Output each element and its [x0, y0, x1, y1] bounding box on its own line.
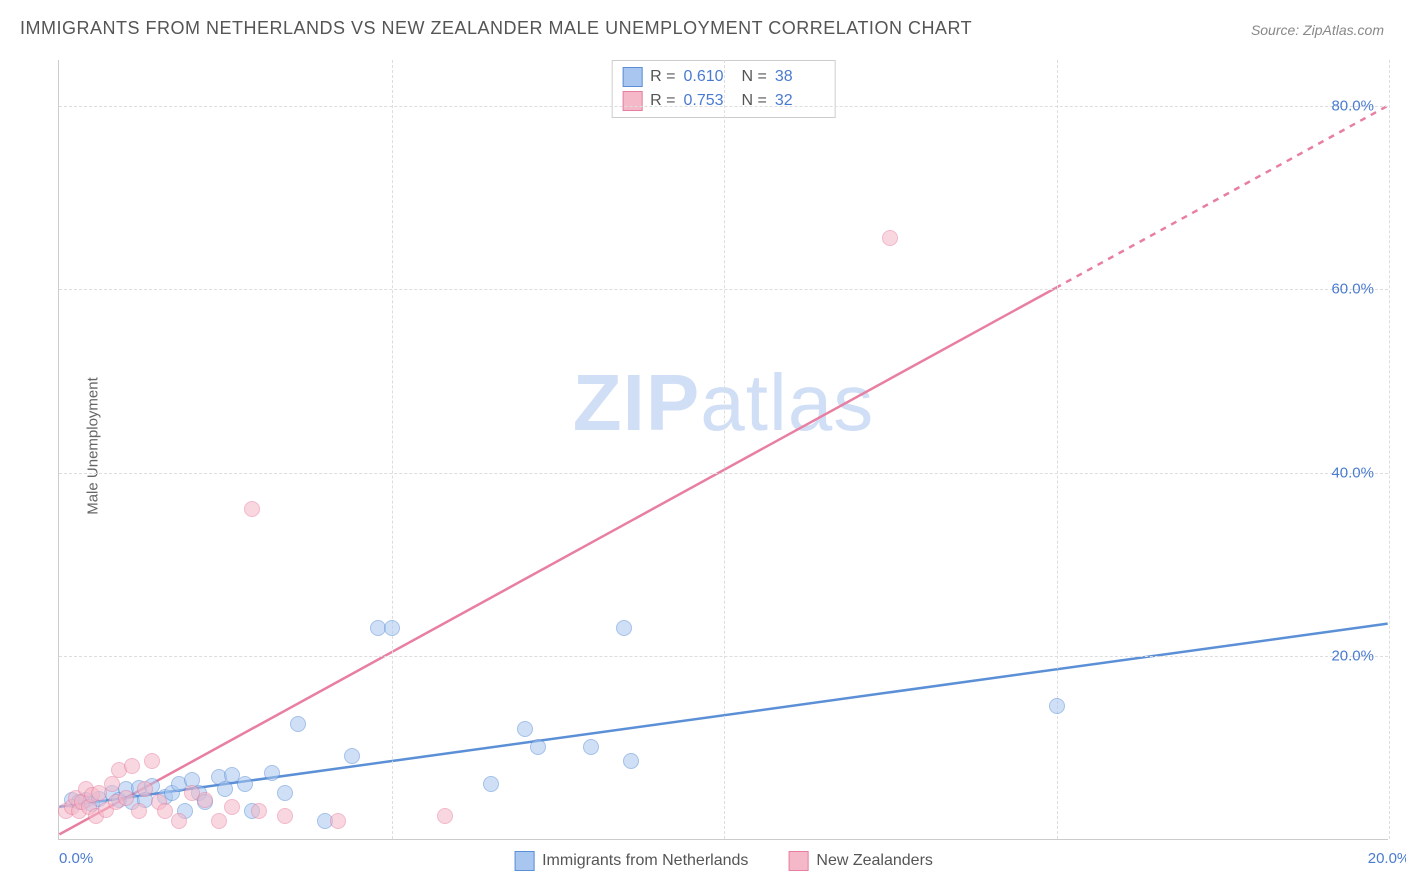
x-tick-label: 20.0% [1368, 850, 1406, 867]
data-point-netherlands [344, 748, 360, 764]
chart-title: IMMIGRANTS FROM NETHERLANDS VS NEW ZEALA… [20, 18, 972, 39]
data-point-newzealand [118, 790, 134, 806]
legend-swatch-newzealand [788, 851, 808, 871]
data-point-newzealand [137, 781, 153, 797]
data-point-newzealand [330, 813, 346, 829]
legend-n-value-newzealand: 32 [775, 92, 825, 110]
data-point-newzealand [124, 758, 140, 774]
y-tick-label: 60.0% [1331, 281, 1374, 298]
trend-line-newzealand-dashed [1056, 106, 1388, 288]
data-point-newzealand [251, 803, 267, 819]
series-legend-label-netherlands: Immigrants from Netherlands [542, 852, 748, 870]
y-tick-label: 40.0% [1331, 464, 1374, 481]
legend-r-value-newzealand: 0.753 [684, 92, 734, 110]
data-point-newzealand [211, 813, 227, 829]
gridline-v [392, 60, 393, 839]
plot-area: ZIPatlas R =0.610N =38R =0.753N =32 Immi… [58, 60, 1388, 840]
data-point-netherlands [583, 739, 599, 755]
data-point-newzealand [171, 813, 187, 829]
legend-r-value-netherlands: 0.610 [684, 68, 734, 86]
data-point-newzealand [131, 803, 147, 819]
data-point-netherlands [384, 620, 400, 636]
gridline-v [724, 60, 725, 839]
data-point-netherlands [483, 776, 499, 792]
data-point-newzealand [437, 808, 453, 824]
legend-swatch-newzealand [622, 91, 642, 111]
source-attribution: Source: ZipAtlas.com [1251, 22, 1384, 38]
legend-r-label: R = [650, 92, 675, 110]
data-point-netherlands [530, 739, 546, 755]
gridline-v [1389, 60, 1390, 839]
data-point-netherlands [264, 765, 280, 781]
x-tick-label: 0.0% [59, 850, 93, 867]
data-point-newzealand [277, 808, 293, 824]
legend-swatch-netherlands [514, 851, 534, 871]
series-legend-item-netherlands: Immigrants from Netherlands [514, 851, 748, 871]
series-legend: Immigrants from Netherlands New Zealander… [514, 851, 933, 871]
data-point-newzealand [244, 501, 260, 517]
data-point-netherlands [616, 620, 632, 636]
series-legend-label-newzealand: New Zealanders [816, 852, 933, 870]
data-point-newzealand [197, 792, 213, 808]
data-point-netherlands [1049, 698, 1065, 714]
trend-line-newzealand [59, 288, 1055, 834]
data-point-netherlands [517, 721, 533, 737]
y-tick-label: 80.0% [1331, 97, 1374, 114]
legend-r-label: R = [650, 68, 675, 86]
data-point-netherlands [290, 716, 306, 732]
data-point-netherlands [217, 781, 233, 797]
data-point-newzealand [104, 776, 120, 792]
gridline-v [1057, 60, 1058, 839]
legend-n-value-netherlands: 38 [775, 68, 825, 86]
y-tick-label: 20.0% [1331, 648, 1374, 665]
legend-n-label: N = [742, 92, 767, 110]
data-point-newzealand [224, 799, 240, 815]
data-point-netherlands [277, 785, 293, 801]
data-point-netherlands [237, 776, 253, 792]
series-legend-item-newzealand: New Zealanders [788, 851, 933, 871]
data-point-newzealand [882, 230, 898, 246]
data-point-netherlands [623, 753, 639, 769]
legend-n-label: N = [742, 68, 767, 86]
legend-swatch-netherlands [622, 67, 642, 87]
data-point-newzealand [144, 753, 160, 769]
